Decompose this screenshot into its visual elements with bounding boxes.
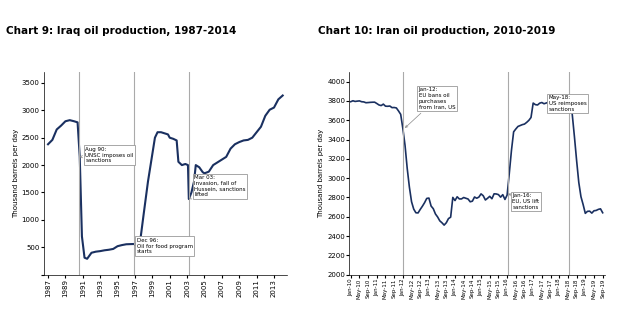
Text: May-18:
US reimposes
sanctions: May-18: US reimposes sanctions <box>549 95 587 112</box>
Text: Mar 03:
Invasion, fall of
Hussein, sanctions
lifted: Mar 03: Invasion, fall of Hussein, sanct… <box>189 175 245 199</box>
Text: Jan-12:
EU bans oil
purchases
from Iran, US: Jan-12: EU bans oil purchases from Iran,… <box>406 87 455 128</box>
Text: Jan-16:
EU, US lift
sanctions: Jan-16: EU, US lift sanctions <box>509 194 540 210</box>
Text: Chart 10: Iran oil production, 2010-2019: Chart 10: Iran oil production, 2010-2019 <box>318 26 555 36</box>
Y-axis label: Thousand barrels per day: Thousand barrels per day <box>12 129 19 218</box>
Text: Chart 9: Iraq oil production, 1987-2014: Chart 9: Iraq oil production, 1987-2014 <box>6 26 236 36</box>
Text: Aug 90:
UNSC imposes oil
sanctions: Aug 90: UNSC imposes oil sanctions <box>80 147 134 164</box>
Text: Dec 96:
Oil for food program
starts: Dec 96: Oil for food program starts <box>135 238 193 254</box>
Y-axis label: Thousand barrels per day: Thousand barrels per day <box>318 129 324 218</box>
